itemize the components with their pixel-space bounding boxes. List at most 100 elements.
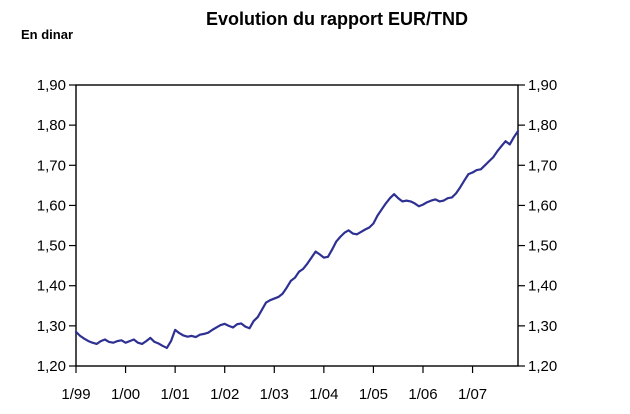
right-y-tick-label: 1,50 bbox=[528, 238, 557, 255]
data-point bbox=[384, 202, 387, 205]
data-point bbox=[194, 336, 197, 338]
data-point bbox=[517, 130, 519, 133]
left-y-tick-label: 1,20 bbox=[37, 358, 66, 375]
data-point bbox=[104, 338, 106, 341]
data-point bbox=[269, 299, 272, 302]
data-point bbox=[360, 231, 362, 233]
right-y-tick-label: 1,90 bbox=[528, 77, 557, 94]
data-point bbox=[165, 347, 168, 349]
axis-layer bbox=[69, 84, 525, 373]
data-point bbox=[500, 145, 503, 147]
data-point bbox=[182, 334, 185, 337]
data-point bbox=[322, 256, 325, 259]
x-tick-label: 1/04 bbox=[309, 386, 338, 403]
data-point bbox=[157, 342, 160, 345]
data-point bbox=[347, 229, 350, 232]
data-point bbox=[149, 337, 152, 339]
right-y-tick-label: 1,40 bbox=[528, 278, 557, 295]
data-point bbox=[434, 198, 437, 201]
data-point bbox=[108, 341, 110, 343]
data-point bbox=[504, 140, 507, 143]
data-point bbox=[401, 200, 404, 203]
left-y-tick-label: 1,90 bbox=[37, 77, 66, 94]
data-point bbox=[372, 222, 375, 225]
data-point bbox=[79, 334, 82, 337]
data-point bbox=[298, 270, 300, 273]
data-point bbox=[145, 340, 148, 343]
right-y-tick-label: 1,20 bbox=[528, 358, 557, 375]
data-point bbox=[232, 326, 234, 329]
data-point bbox=[277, 296, 280, 298]
data-point bbox=[174, 328, 177, 331]
data-point bbox=[479, 168, 482, 171]
tick-label-layer: 1,20 1,20 1,30 1,30 1,40 1,40 1,50 1,50 1,60 1,60… bbox=[37, 77, 557, 403]
data-point bbox=[488, 160, 490, 163]
data-point bbox=[496, 150, 499, 153]
right-y-tick-label: 1,70 bbox=[528, 157, 557, 174]
data-point bbox=[302, 267, 305, 270]
data-point bbox=[223, 322, 226, 325]
left-y-tick-label: 1,40 bbox=[37, 278, 66, 295]
data-point bbox=[207, 331, 210, 334]
data-point bbox=[471, 171, 474, 174]
data-point bbox=[475, 169, 478, 172]
data-point bbox=[294, 276, 296, 279]
data-point bbox=[364, 228, 367, 231]
data-point bbox=[413, 202, 416, 205]
data-point bbox=[203, 332, 205, 335]
data-point bbox=[128, 340, 131, 343]
data-point bbox=[178, 332, 181, 334]
left-y-tick-label: 1,70 bbox=[37, 157, 66, 174]
data-point bbox=[240, 322, 243, 325]
data-point bbox=[87, 340, 90, 343]
data-point bbox=[273, 297, 276, 300]
data-point bbox=[484, 164, 486, 167]
data-point bbox=[351, 232, 354, 235]
data-point bbox=[281, 292, 284, 295]
data-point bbox=[463, 179, 466, 182]
data-point bbox=[161, 345, 164, 347]
data-point bbox=[83, 337, 86, 340]
data-point bbox=[368, 226, 371, 229]
data-point bbox=[124, 341, 127, 344]
data-point bbox=[327, 255, 329, 258]
right-y-tick-label: 1,30 bbox=[528, 318, 557, 335]
x-tick-label: 1/03 bbox=[260, 386, 289, 403]
data-point bbox=[446, 197, 449, 200]
data-point bbox=[397, 197, 400, 200]
data-point bbox=[492, 156, 495, 159]
x-tick-label: 1/00 bbox=[111, 386, 140, 403]
data-point bbox=[442, 199, 445, 202]
data-point bbox=[227, 324, 230, 327]
data-point bbox=[314, 250, 317, 253]
left-y-tick-label: 1,50 bbox=[37, 238, 66, 255]
data-point bbox=[219, 324, 222, 326]
data-point bbox=[244, 325, 247, 328]
data-point bbox=[417, 205, 420, 208]
data-point bbox=[260, 308, 263, 311]
data-point bbox=[75, 330, 77, 333]
data-point bbox=[186, 335, 189, 338]
data-point bbox=[248, 327, 251, 330]
data-point bbox=[170, 340, 172, 343]
chart-title: Evolution du rapport EUR/TND bbox=[206, 9, 468, 29]
data-point bbox=[190, 334, 193, 337]
data-point bbox=[141, 343, 143, 345]
x-tick-label: 1/99 bbox=[61, 386, 90, 403]
data-point bbox=[405, 199, 408, 202]
data-point bbox=[137, 341, 139, 344]
data-point bbox=[331, 248, 334, 251]
data-point bbox=[95, 343, 98, 345]
data-point bbox=[318, 253, 321, 256]
data-point bbox=[120, 339, 123, 342]
data-point bbox=[289, 280, 292, 282]
plot-area-border bbox=[75, 84, 519, 367]
data-point bbox=[335, 240, 338, 243]
data-point bbox=[512, 136, 515, 139]
data-point bbox=[99, 340, 102, 343]
data-point bbox=[459, 186, 462, 189]
data-point bbox=[256, 316, 259, 318]
data-point bbox=[426, 201, 429, 204]
x-tick-label: 1/05 bbox=[359, 386, 388, 403]
